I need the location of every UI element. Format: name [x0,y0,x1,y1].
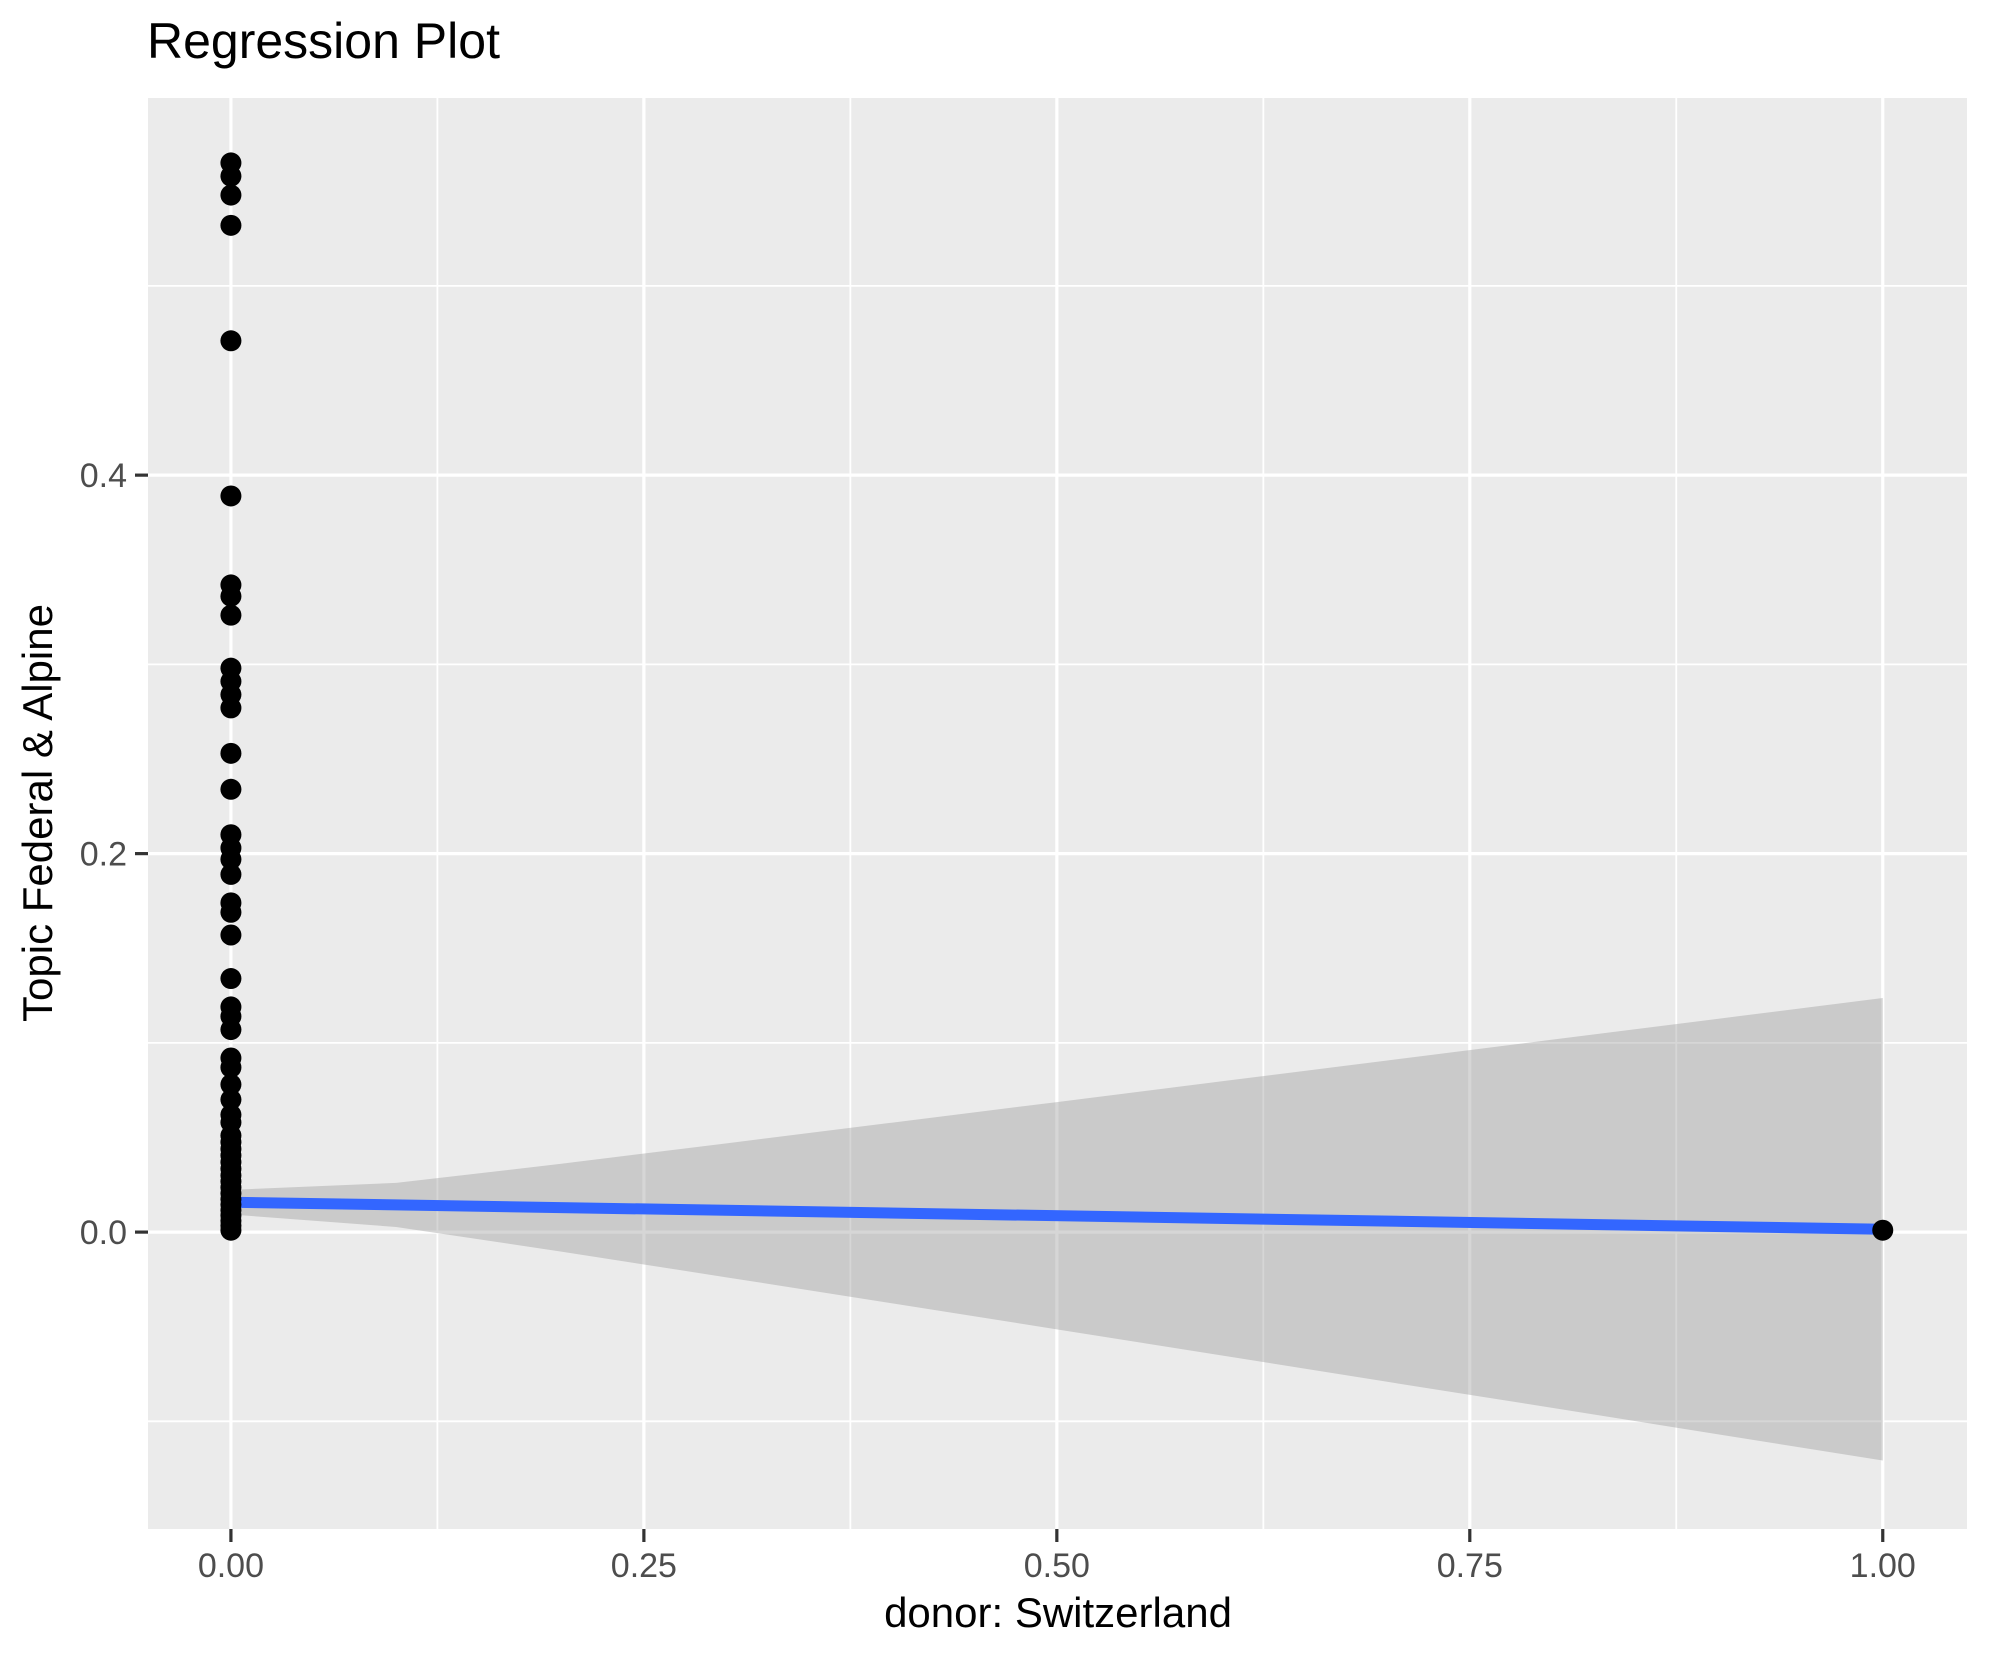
x-tick-label: 0.75 [1437,1547,1503,1585]
x-tick-label: 0.50 [1024,1547,1090,1585]
scatter-point [220,184,242,206]
scatter-point [220,901,242,923]
scatter-point [220,863,242,885]
scatter-point [220,1019,242,1041]
y-tick-label: 0.0 [80,1214,127,1252]
scatter-point [220,1219,242,1241]
scatter-point [220,742,242,764]
scatter-point [220,485,242,507]
x-tick-label: 0.00 [198,1547,264,1585]
y-tick-label: 0.4 [80,457,127,495]
scatter-point [220,924,242,946]
scatter-point [1872,1219,1894,1241]
scatter-point [220,778,242,800]
y-tick-label: 0.2 [80,836,127,874]
x-tick-label: 1.00 [1850,1547,1916,1585]
scatter-point [220,330,242,352]
scatter-point [220,697,242,719]
confidence-band [230,998,1883,1461]
scatter-point [220,968,242,990]
scatter-point [220,604,242,626]
scatter-point [220,585,242,607]
scatter-point [220,848,242,870]
regression-line [230,1196,1883,1235]
scatter-point [220,1089,242,1111]
x-axis-title: donor: Switzerland [884,1589,1232,1636]
scatter-point [220,1073,242,1095]
y-axis-title: Topic Federal & Alpine [14,604,61,1022]
x-tick-label: 0.25 [611,1547,677,1585]
scatter-point [220,1056,242,1078]
plot-title: Regression Plot [147,13,500,69]
scatter-point [220,214,242,236]
scatter-point [220,165,242,187]
